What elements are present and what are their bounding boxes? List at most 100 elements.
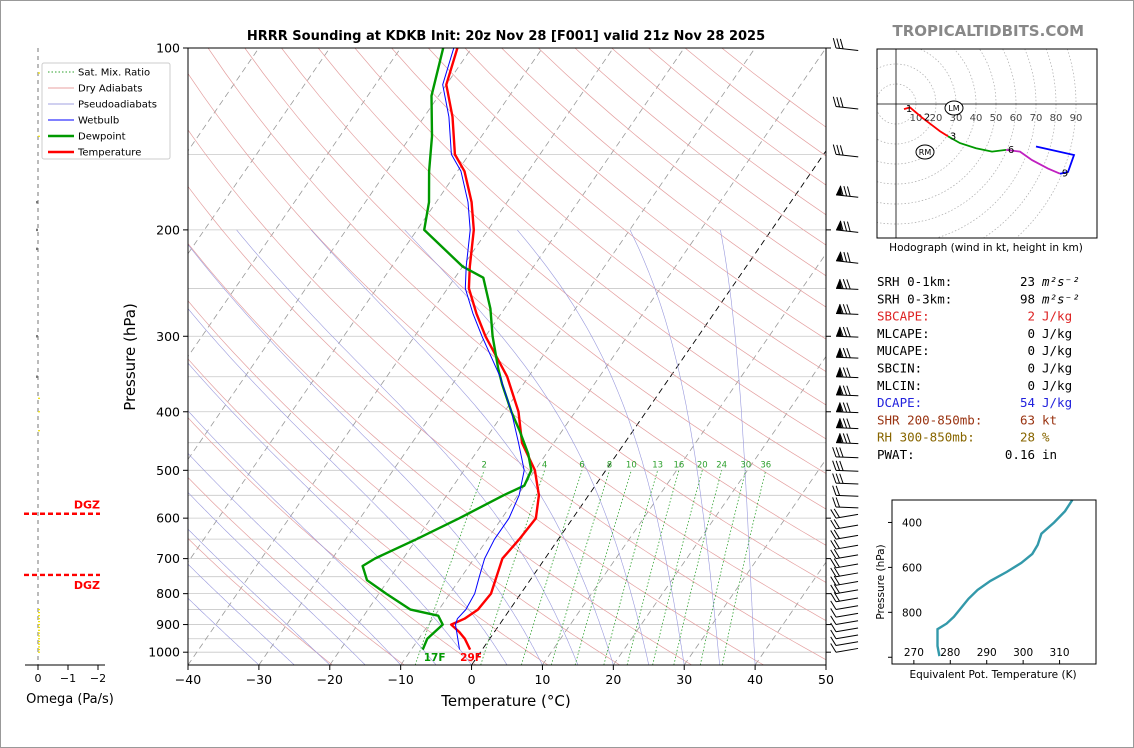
barb-flag bbox=[842, 326, 848, 337]
barb-flag bbox=[830, 643, 837, 653]
barb-flag bbox=[839, 460, 844, 471]
stat-value: 0 bbox=[1027, 343, 1035, 358]
barb-flag bbox=[839, 385, 844, 396]
barb-flag bbox=[832, 473, 837, 484]
mixing-ratio-label: 10 bbox=[626, 460, 637, 470]
theta-e-x-tick-label: 300 bbox=[1013, 647, 1033, 659]
mixing-ratio-line bbox=[480, 470, 545, 665]
mixing-ratio-label: 4 bbox=[542, 460, 547, 470]
barb-shaft bbox=[835, 376, 859, 379]
theta-e-profile bbox=[936, 499, 1074, 657]
hodograph-ring-label: 90 bbox=[1070, 113, 1083, 124]
barb-shaft bbox=[835, 589, 859, 595]
wind-barb bbox=[832, 460, 859, 472]
wind-barb bbox=[830, 629, 859, 640]
barb-flag bbox=[830, 636, 837, 646]
barb-shaft bbox=[835, 260, 859, 264]
dry-adiabat bbox=[188, 129, 826, 661]
theta-e-frame bbox=[891, 499, 1097, 665]
y-tick-label: 900 bbox=[156, 617, 180, 632]
barb-shaft bbox=[835, 612, 859, 618]
stat-label: SBCAPE: bbox=[877, 309, 930, 324]
barb-shaft bbox=[835, 563, 859, 569]
barb-flag bbox=[830, 567, 837, 577]
mixing-ratio-line bbox=[673, 470, 722, 665]
barb-flag bbox=[832, 144, 837, 155]
x-tick-label: 30 bbox=[676, 672, 692, 687]
x-tick-label: −10 bbox=[387, 672, 413, 687]
dry-adiabat bbox=[188, 417, 477, 665]
barb-shaft bbox=[835, 356, 859, 359]
pseudoadiabat bbox=[517, 229, 685, 665]
barb-flag bbox=[846, 304, 851, 315]
hodograph-height-label: 3 bbox=[950, 131, 956, 142]
barb-shaft bbox=[835, 627, 859, 633]
dry-adiabat bbox=[428, 48, 826, 373]
wind-barb bbox=[832, 497, 859, 509]
barb-shaft bbox=[835, 513, 859, 519]
hodograph-caption: Hodograph (wind in kt, height in km) bbox=[889, 242, 1083, 254]
barb-flag bbox=[830, 530, 837, 540]
barb-shaft bbox=[835, 482, 859, 485]
wind-barb bbox=[835, 326, 859, 338]
wind-barb bbox=[830, 567, 859, 578]
hodograph-ring-label: 10 bbox=[910, 113, 923, 124]
isotherm bbox=[329, 48, 756, 665]
barb-shaft bbox=[835, 554, 859, 560]
barb-flag bbox=[842, 347, 848, 358]
wind-barb bbox=[830, 584, 859, 595]
barb-flag bbox=[846, 327, 851, 337]
wind-barb bbox=[830, 615, 859, 626]
stat-value: 23 bbox=[1020, 274, 1035, 289]
barb-shaft bbox=[835, 229, 859, 233]
stat-label: SRH 0-1km: bbox=[877, 274, 952, 289]
y-tick-label: 800 bbox=[156, 586, 180, 601]
barb-flag bbox=[833, 529, 840, 539]
x-tick-label: 50 bbox=[818, 672, 834, 687]
stat-unit: J/kg bbox=[1042, 395, 1072, 410]
barb-flag bbox=[846, 367, 851, 378]
wind-barb bbox=[830, 529, 859, 540]
isotherm bbox=[188, 48, 402, 358]
mixing-ratio-line bbox=[652, 470, 703, 665]
barb-shaft bbox=[835, 47, 859, 51]
stat-label: RH 300-850mb: bbox=[877, 430, 975, 445]
wind-barb bbox=[830, 643, 859, 653]
hodograph-height-label: 6 bbox=[1008, 145, 1014, 156]
y-tick-label: 100 bbox=[156, 41, 180, 56]
barb-flag bbox=[832, 447, 837, 458]
theta-e-y-tick-label: 600 bbox=[902, 562, 922, 574]
stat-unit: J/kg bbox=[1042, 326, 1072, 341]
surface-dewpoint-label: 17F bbox=[424, 652, 446, 664]
barb-flag bbox=[833, 549, 840, 559]
barb-flag bbox=[835, 497, 841, 508]
pseudoadiabat bbox=[404, 229, 650, 665]
hodograph-ring-label: 80 bbox=[1050, 113, 1063, 124]
hodograph-height-label: 1 bbox=[906, 104, 912, 115]
dgz-label-top: DGZ bbox=[74, 499, 100, 512]
pseudoadiabat bbox=[720, 229, 756, 665]
legend-label: Pseudoadiabats bbox=[78, 100, 157, 111]
barb-shaft bbox=[835, 605, 859, 611]
barb-flag bbox=[839, 97, 844, 108]
stat-label: MLCAPE: bbox=[877, 326, 930, 341]
theta-e-y-tick-label: 800 bbox=[902, 607, 922, 619]
wind-barb bbox=[830, 558, 859, 569]
hodograph-ring-label: 50 bbox=[990, 113, 1003, 124]
mixing-ratio-label: 13 bbox=[652, 460, 663, 470]
dry-adiabat bbox=[391, 48, 826, 406]
stat-label: DCAPE: bbox=[877, 395, 922, 410]
stat-label: SHR 200-850mb: bbox=[877, 412, 982, 427]
barb-shaft bbox=[835, 581, 859, 586]
wind-barb bbox=[830, 592, 859, 603]
theta-e-ylabel: Pressure (hPa) bbox=[875, 544, 887, 619]
mixing-ratio-line bbox=[721, 470, 767, 665]
theta-e-x-tick-label: 270 bbox=[904, 647, 924, 659]
theta-e-x-tick-label: 290 bbox=[977, 647, 997, 659]
barb-shaft bbox=[835, 312, 859, 315]
barb-flag bbox=[839, 447, 844, 458]
barb-shaft bbox=[835, 456, 859, 459]
barb-flag bbox=[835, 485, 841, 496]
chart-title: HRRR Sounding at KDKB Init: 20z Nov 28 [… bbox=[247, 29, 765, 44]
barb-flag bbox=[842, 418, 848, 429]
